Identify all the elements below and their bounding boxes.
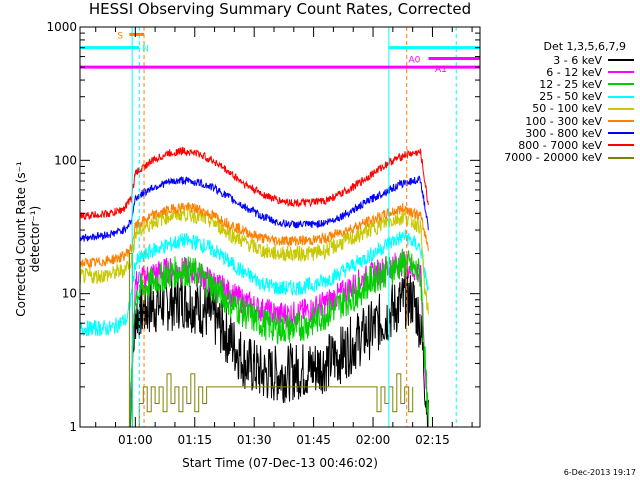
series-line-5 — [79, 202, 429, 271]
legend-title: Det 1,3,5,6,7,9 — [543, 40, 626, 53]
legend-item-4: 50 - 100 keV — [486, 102, 636, 116]
series-line-4 — [79, 206, 429, 315]
marker-label-1: N — [142, 45, 149, 55]
y-tick-label-1: 10 — [62, 287, 77, 301]
y-tick-label-3: 1000 — [46, 20, 77, 34]
series-line-0 — [128, 270, 429, 428]
y-axis-label: Corrected Count Rate (s⁻¹ detector⁻¹) — [14, 161, 42, 317]
legend-item-3: 25 - 50 keV — [486, 90, 636, 104]
marker-label-0: S — [117, 31, 123, 41]
marker-label-3: A0 — [408, 56, 420, 66]
legend-item-0: 3 - 6 keV — [486, 53, 636, 67]
legend-item-5: 100 - 300 keV — [486, 114, 636, 128]
legend-label: 7000 - 20000 keV — [504, 151, 602, 165]
legend-swatch — [608, 71, 634, 74]
legend-label: 100 - 300 keV — [525, 114, 602, 128]
marker-layer: S N A0 A1 — [79, 27, 480, 427]
x-tick-label-5: 02:15 — [415, 433, 450, 447]
series-line-2 — [129, 248, 429, 428]
x-tick-label-4: 02:00 — [356, 433, 391, 447]
series-line-8 — [127, 253, 414, 428]
legend-swatch — [608, 83, 634, 86]
legend-swatch — [608, 59, 634, 62]
legend-rows: 3 - 6 keV 6 - 12 keV 12 - 25 keV 25 - 50 ke… — [486, 54, 636, 164]
axis-layer: 1 10 100 1000 01:00 01:15 01:30 01:45 02:00 02:15 — [46, 20, 480, 447]
legend-item-6: 300 - 800 keV — [486, 126, 636, 140]
legend-label: 800 - 7000 keV — [518, 138, 602, 152]
legend-swatch — [608, 144, 634, 147]
legend-label: 6 - 12 keV — [546, 65, 602, 79]
plot-frame — [79, 26, 481, 428]
legend-item-2: 12 - 25 keV — [486, 77, 636, 91]
legend-item-7: 800 - 7000 keV — [486, 138, 636, 152]
marker-label-4: A1 — [435, 65, 447, 75]
legend-swatch — [608, 95, 634, 98]
legend-item-1: 6 - 12 keV — [486, 65, 636, 79]
y-tick-label-0: 1 — [69, 420, 77, 434]
legend-swatch — [608, 132, 634, 135]
y-tick-label-2: 100 — [54, 153, 77, 167]
legend-swatch — [608, 107, 634, 110]
legend-swatch — [608, 156, 634, 159]
series-line-6 — [79, 175, 429, 242]
legend-label: 25 - 50 keV — [539, 90, 602, 104]
x-tick-label-0: 01:00 — [118, 433, 153, 447]
series-line-3 — [79, 229, 429, 337]
legend-label: 300 - 800 keV — [525, 126, 602, 140]
legend: Det 1,3,5,6,7,9 3 - 6 keV 6 - 12 keV 12 - … — [486, 40, 636, 164]
chart-title: HESSI Observing Summary Count Rates, Cor… — [88, 0, 472, 18]
legend-swatch — [608, 120, 634, 123]
legend-item-8: 7000 - 20000 keV — [486, 151, 636, 165]
x-tick-label-1: 01:15 — [177, 433, 212, 447]
legend-label: 3 - 6 keV — [553, 53, 602, 67]
legend-label: 50 - 100 keV — [532, 102, 602, 116]
series-line-7 — [79, 146, 429, 220]
datestamp: 6-Dec-2013 19:17 — [563, 468, 636, 477]
x-tick-label-2: 01:30 — [237, 433, 272, 447]
legend-label: 12 - 25 keV — [539, 77, 602, 91]
x-axis-label: Start Time (07-Dec-13 00:46:02) — [182, 456, 378, 470]
x-tick-label-3: 01:45 — [296, 433, 331, 447]
series-layer — [79, 146, 429, 428]
